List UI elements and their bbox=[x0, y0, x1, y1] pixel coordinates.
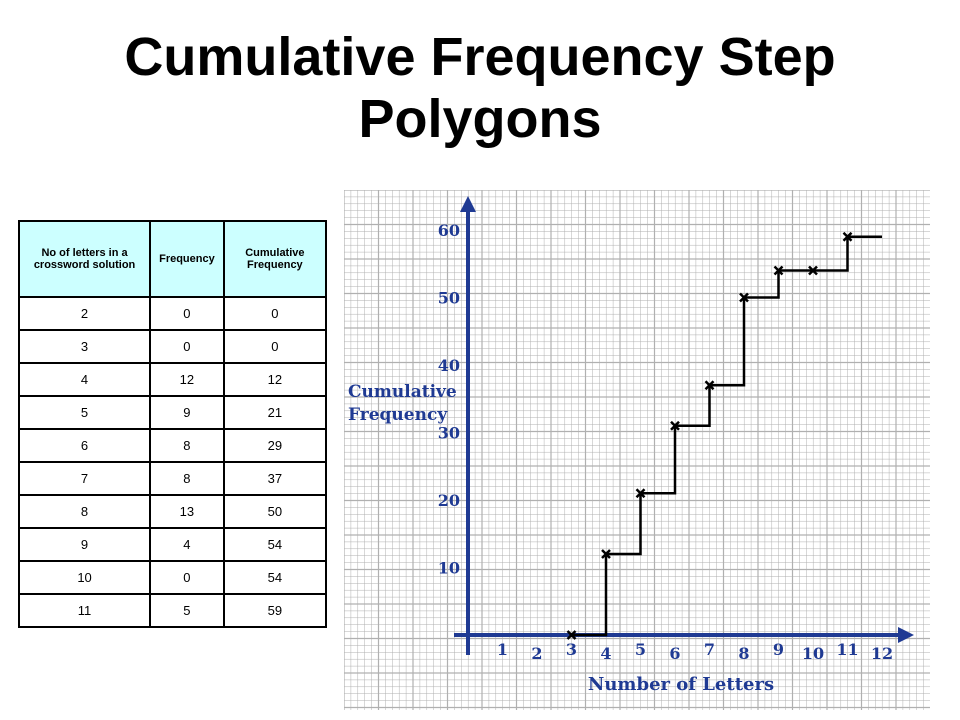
y-tick-label: 20 bbox=[438, 491, 460, 510]
grid-lines bbox=[344, 190, 930, 710]
step-polygon-chart: 10 20 30 40 50 60 1 2 3 4 5 6 7 8 9 10 11 12 Cumulative Fre… bbox=[344, 190, 930, 710]
y-tick-label: 10 bbox=[438, 559, 460, 578]
x-tick-label: 9 bbox=[773, 640, 784, 659]
data-point-marker bbox=[842, 231, 853, 242]
x-tick-label: 5 bbox=[635, 640, 646, 659]
table-row: 6 8 29 bbox=[17, 428, 328, 463]
data-point-marker bbox=[670, 420, 680, 431]
cell-letters: 2 bbox=[17, 296, 152, 331]
cell-cumulative: 54 bbox=[222, 560, 328, 595]
x-tick-label: 7 bbox=[704, 640, 715, 659]
cell-cumulative: 37 bbox=[222, 461, 328, 496]
table-header-row: No of letters in a crossword solution Fr… bbox=[17, 220, 328, 298]
cell-letters: 4 bbox=[17, 362, 152, 397]
table-row: 9 4 54 bbox=[17, 527, 328, 562]
y-axis-label-line-2: Frequency bbox=[348, 405, 448, 425]
cell-letters: 9 bbox=[17, 527, 152, 562]
table-row: 4 12 12 bbox=[17, 362, 328, 397]
cell-cumulative: 29 bbox=[222, 428, 328, 463]
cell-frequency: 0 bbox=[149, 296, 225, 331]
x-tick-label: 8 bbox=[738, 644, 749, 663]
cell-cumulative: 59 bbox=[222, 593, 328, 628]
header-letters: No of letters in a crossword solution bbox=[17, 220, 152, 298]
title-line-2: Polygons bbox=[358, 89, 602, 149]
cell-cumulative: 50 bbox=[222, 494, 328, 529]
x-axis-label: Number of Letters bbox=[588, 674, 774, 695]
data-point-marker bbox=[601, 549, 611, 559]
cell-letters: 6 bbox=[17, 428, 152, 463]
frequency-table: No of letters in a crossword solution Fr… bbox=[17, 220, 328, 628]
table-row: 8 13 50 bbox=[17, 494, 328, 529]
x-tick-label: 11 bbox=[836, 640, 858, 659]
y-tick-label: 30 bbox=[438, 424, 460, 443]
data-point-marker bbox=[566, 630, 577, 640]
cell-frequency: 8 bbox=[149, 428, 225, 463]
y-axis-label-line-1: Cumulative bbox=[348, 382, 457, 402]
cell-cumulative: 0 bbox=[222, 329, 328, 364]
data-point-marker bbox=[739, 292, 749, 303]
y-tick-label: 60 bbox=[438, 221, 460, 240]
y-tick-label: 40 bbox=[438, 356, 460, 375]
y-tick-label: 50 bbox=[438, 289, 460, 308]
x-tick-label: 6 bbox=[669, 644, 680, 663]
cell-frequency: 4 bbox=[149, 527, 225, 562]
cell-frequency: 5 bbox=[149, 593, 225, 628]
x-tick-label: 4 bbox=[600, 644, 611, 663]
table-row: 5 9 21 bbox=[17, 395, 328, 430]
cell-letters: 3 bbox=[17, 329, 152, 364]
table-row: 7 8 37 bbox=[17, 461, 328, 496]
cell-cumulative: 54 bbox=[222, 527, 328, 562]
cell-letters: 10 bbox=[17, 560, 152, 595]
cell-frequency: 13 bbox=[149, 494, 225, 529]
cell-cumulative: 12 bbox=[222, 362, 328, 397]
cell-letters: 5 bbox=[17, 395, 152, 430]
cell-frequency: 12 bbox=[149, 362, 225, 397]
cell-letters: 8 bbox=[17, 494, 152, 529]
x-axis-arrow bbox=[898, 627, 914, 643]
cell-letters: 11 bbox=[17, 593, 152, 628]
data-point-marker bbox=[635, 488, 646, 499]
cell-cumulative: 21 bbox=[222, 395, 328, 430]
x-tick-label: 1 bbox=[497, 640, 508, 659]
x-tick-label: 2 bbox=[531, 644, 542, 663]
slide-title: Cumulative Frequency Step Polygons bbox=[0, 26, 960, 150]
cell-cumulative: 0 bbox=[222, 296, 328, 331]
x-tick-label: 12 bbox=[871, 644, 893, 663]
header-frequency: Frequency bbox=[149, 220, 225, 298]
title-line-1: Cumulative Frequency Step bbox=[124, 27, 836, 87]
cell-frequency: 9 bbox=[149, 395, 225, 430]
x-tick-label: 10 bbox=[802, 644, 824, 663]
cell-frequency: 0 bbox=[149, 560, 225, 595]
y-axis-arrow bbox=[460, 196, 476, 212]
table-row: 11 5 59 bbox=[17, 593, 328, 628]
data-point-marker bbox=[704, 380, 715, 391]
cell-frequency: 0 bbox=[149, 329, 225, 364]
cell-letters: 7 bbox=[17, 461, 152, 496]
graph-paper-background bbox=[344, 190, 930, 710]
data-point-marker bbox=[773, 265, 784, 276]
cell-frequency: 8 bbox=[149, 461, 225, 496]
x-tick-label: 3 bbox=[566, 640, 577, 659]
table-row: 10 0 54 bbox=[17, 560, 328, 595]
data-point-marker bbox=[808, 265, 818, 276]
header-cumulative: Cumulative Frequency bbox=[222, 220, 328, 298]
